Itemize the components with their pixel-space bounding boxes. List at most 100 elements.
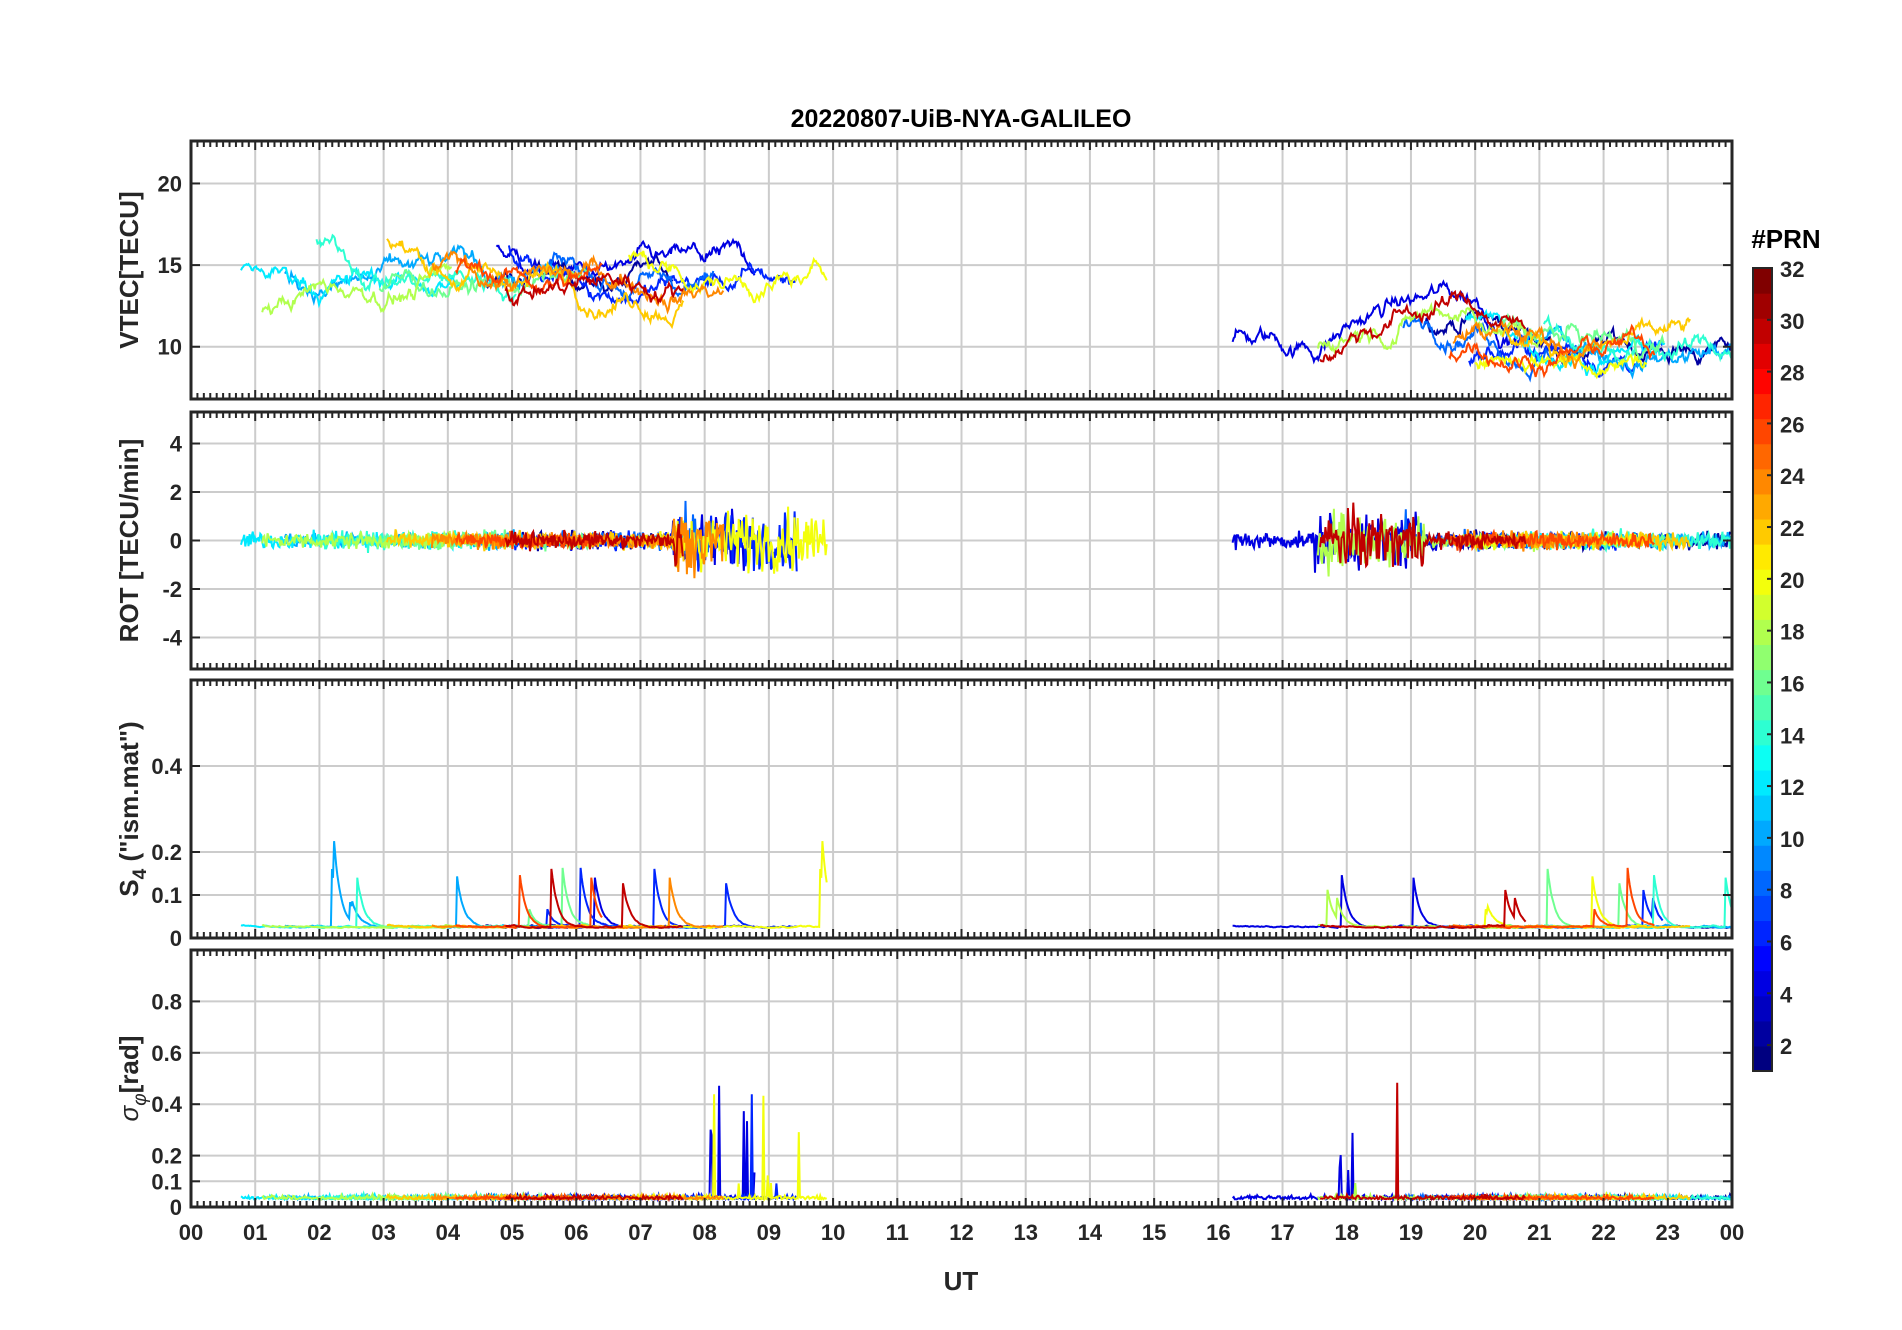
colorbar-band [1753, 1045, 1772, 1072]
trace-prn-30 [1319, 502, 1527, 569]
x-tick-labels: 00 01 02 03 04 05 06 07 08 09 10 11 12 13 14 15 16 17 18 19… [179, 1220, 1744, 1245]
trace-prn-30 [1320, 1082, 1526, 1202]
trace-prn-24 [431, 249, 725, 315]
trace-prn-4 [495, 237, 756, 279]
s4-ylabel-main: S [114, 879, 144, 896]
y-tick-label: 0.1 [151, 883, 182, 908]
rot-axes-box [189, 410, 1734, 671]
colorbar-tick-label: 4 [1780, 982, 1793, 1007]
colorbar-bands [1753, 268, 1772, 1072]
trace-prn-4 [1231, 1132, 1533, 1203]
x-tick-label: 20 [1463, 1220, 1487, 1245]
sigma-phi-axes-box [189, 948, 1734, 1209]
colorbar-band [1753, 895, 1772, 922]
x-tick-label: 18 [1335, 1220, 1359, 1245]
s4-ylabel: S4 ("ism.mat") [114, 721, 151, 896]
vtec-ytick-labels: 10 15 20 [158, 171, 182, 359]
trace-prn-30 [505, 868, 684, 929]
colorbar-band [1753, 544, 1772, 570]
x-tick-label: 23 [1656, 1220, 1680, 1245]
s4-grid [191, 680, 1732, 938]
trace-prn-10 [1523, 325, 1733, 380]
colorbar-band [1753, 719, 1772, 746]
x-tick-label: 16 [1206, 1220, 1230, 1245]
colorbar-band [1753, 594, 1772, 620]
x-tick-label: 03 [371, 1220, 395, 1245]
y-tick-label: 0.1 [151, 1169, 182, 1194]
x-tick-label: 00 [179, 1220, 203, 1245]
colorbar-tick-label: 6 [1780, 930, 1792, 955]
colorbar-band [1753, 418, 1772, 445]
colorbar-band [1753, 318, 1772, 344]
y-tick-label: 0 [170, 1195, 182, 1220]
sigma-phi-ylabel-sub: φ [130, 1093, 151, 1105]
colorbar-band [1753, 794, 1772, 821]
x-tick-label: 19 [1399, 1220, 1423, 1245]
x-tick-label: 22 [1591, 1220, 1615, 1245]
colorbar-band [1753, 870, 1772, 896]
x-tick-label: 11 [886, 1220, 909, 1245]
sigma-phi-grid [191, 950, 1732, 1207]
trace-prn-20 [628, 250, 828, 304]
trace-prn-4 [1232, 874, 1532, 930]
colorbar-band [1753, 744, 1772, 771]
colorbar-tick-label: 8 [1780, 879, 1792, 904]
s4-axes-box [189, 678, 1734, 940]
colorbar-tick-label: 22 [1780, 516, 1804, 541]
colorbar-tick-label: 32 [1780, 257, 1804, 282]
colorbar-band [1753, 569, 1772, 595]
x-tick-label: 13 [1013, 1220, 1037, 1245]
trace-prn-4 [1231, 279, 1533, 365]
rot-ytick-labels: -4 -2 0 2 4 [162, 432, 182, 651]
x-axis-label: UT [944, 1266, 979, 1296]
panel-sigma-phi: 00.10.2 0.4 0.6 0.8 σφ[rad] [114, 948, 1734, 1220]
figure-title: 20220807-UiB-NYA-GALILEO [791, 105, 1132, 133]
colorbar-band [1753, 293, 1772, 319]
colorbar-band [1753, 493, 1772, 520]
s4-ytick-labels: 0 0.1 0.2 0.4 [151, 754, 182, 951]
colorbar-tick-label: 2 [1780, 1034, 1792, 1059]
x-tick-label: 21 [1527, 1220, 1551, 1245]
colorbar-band [1753, 970, 1772, 997]
colorbar-band [1753, 920, 1772, 947]
trace-prn-8 [547, 251, 715, 302]
y-tick-label: 10 [158, 335, 182, 360]
y-tick-label: -2 [162, 577, 182, 602]
sigma-phi-data [240, 1082, 1733, 1203]
colorbar-tick-label: 24 [1780, 464, 1805, 489]
y-tick-label: 0.6 [151, 1041, 182, 1066]
x-tick-label: 05 [500, 1220, 524, 1245]
y-tick-label: -4 [162, 625, 182, 650]
trace-prn-30 [1319, 289, 1526, 363]
x-tick-label: 07 [628, 1220, 652, 1245]
colorbar-box [1752, 267, 1773, 1072]
trace-prn-8 [1402, 315, 1577, 383]
x-tick-label: 14 [1078, 1220, 1103, 1245]
colorbar-band [1753, 995, 1772, 1022]
colorbar-tick-label: 10 [1780, 827, 1804, 852]
x-tick-label: 04 [436, 1220, 461, 1245]
x-tick-label: 17 [1270, 1220, 1294, 1245]
x-tick-label: 02 [307, 1220, 331, 1245]
vtec-axes-box [189, 139, 1734, 401]
colorbar-band [1753, 268, 1772, 294]
colorbar-tick-label: 30 [1780, 309, 1804, 334]
y-tick-label: 0.4 [151, 754, 182, 779]
colorbar-band [1753, 343, 1772, 369]
colorbar-band [1753, 945, 1772, 972]
y-tick-label: 0.2 [151, 1144, 182, 1169]
panel-rot: -4 -2 0 2 4 ROT [TECU/min] [114, 410, 1734, 671]
colorbar-band [1753, 368, 1772, 395]
trace-prn-22 [386, 238, 685, 330]
panel-vtec: 10 15 20 VTEC[TECU] [114, 139, 1734, 401]
y-tick-label: 0.4 [151, 1092, 182, 1117]
sigma-phi-ylabel-main: σ [114, 1104, 144, 1121]
y-tick-label: 4 [170, 432, 183, 457]
trace-prn-14 [1543, 874, 1733, 929]
trace-prn-24 [1452, 320, 1604, 369]
colorbar-band [1753, 845, 1772, 871]
x-tick-label: 10 [821, 1220, 845, 1245]
